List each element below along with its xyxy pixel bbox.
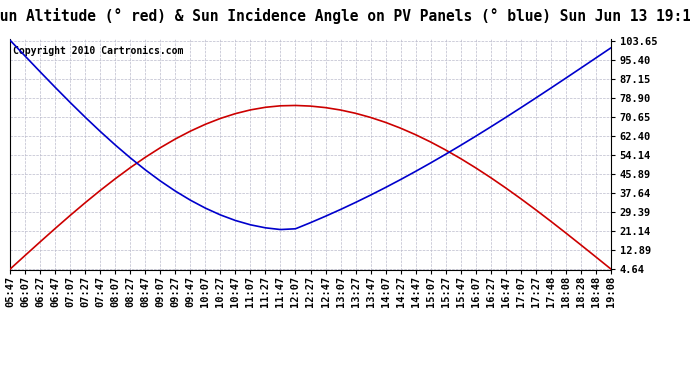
Text: Copyright 2010 Cartronics.com: Copyright 2010 Cartronics.com	[13, 46, 184, 56]
Text: Sun Altitude (° red) & Sun Incidence Angle on PV Panels (° blue) Sun Jun 13 19:1: Sun Altitude (° red) & Sun Incidence Ang…	[0, 8, 690, 24]
